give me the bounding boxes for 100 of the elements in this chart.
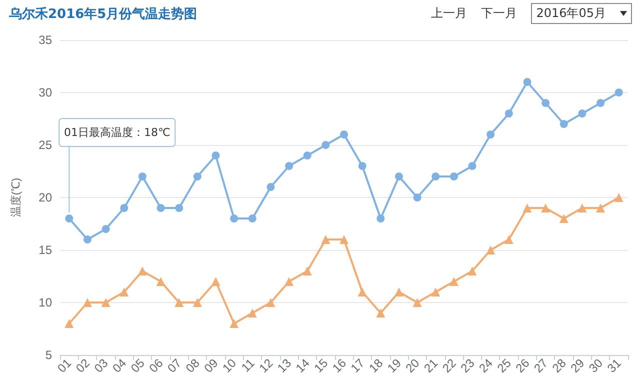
x-tick-label: 08 [183,356,203,376]
x-tick-label: 10 [220,356,240,376]
point [486,130,495,138]
point [120,288,129,296]
point [578,204,587,212]
point [596,99,605,107]
point [394,288,404,296]
y-tick-label: 5 [45,348,52,362]
x-tick-label: 15 [311,356,331,376]
point [82,298,92,307]
point [101,298,110,307]
point [358,288,367,296]
x-tick-label: 21 [421,356,441,376]
point [596,204,606,212]
x-tick-label: 26 [512,356,532,376]
point [83,236,92,244]
x-tick-label: 25 [494,356,514,376]
point [340,235,348,244]
point [560,120,568,128]
x-tick-label: 06 [146,356,166,376]
x-tick-label: 31 [604,356,624,376]
text: 2016年05月 [536,5,606,22]
point [541,204,550,212]
point [358,162,366,170]
point [504,110,513,118]
point [413,194,422,202]
point [174,298,184,307]
x-tick-label: 17 [348,356,368,376]
point [542,99,550,107]
x-tick-label: 02 [73,356,93,376]
point [303,152,312,160]
point [504,235,514,244]
point [450,172,458,180]
point [449,277,458,286]
point [468,266,477,276]
x-tick-label: 13 [274,356,294,376]
point [138,266,147,276]
x-tick-label: 19 [384,356,404,376]
x-tick-label: 04 [110,356,130,376]
x-tick-label: 12 [256,356,276,376]
point [486,246,496,254]
x-tick-label: 07 [164,356,184,376]
y-axis-title: 温度(℃) [10,178,22,218]
point [302,266,312,276]
point [412,298,422,307]
annotation: 01日最高温度：18℃ [64,126,170,139]
point [156,204,165,212]
point [322,141,330,149]
point [248,214,256,222]
point [321,235,330,244]
point [559,214,568,223]
point [248,308,257,318]
point [266,183,275,191]
x-tick-label: 01 [54,356,74,376]
point [522,204,532,212]
x-tick-label: 05 [128,356,148,376]
text: 下一月 [481,5,518,22]
point [266,298,276,307]
x-tick-label: 23 [458,356,478,376]
point [468,162,476,170]
point [138,172,146,180]
x-tick-label: 11 [238,356,258,375]
x-tick-label: 03 [91,356,111,376]
point [212,152,220,160]
x-tick-label: 22 [440,356,460,376]
point [284,277,294,286]
y-tick-label: 25 [38,138,52,152]
x-tick-label: 29 [568,356,588,376]
point [340,130,348,138]
point [431,288,440,296]
x-tick-label: 20 [402,356,422,376]
point [156,277,166,286]
x-tick-label: 14 [292,356,313,376]
y-tick-label: 15 [38,243,52,257]
x-tick-label: 27 [531,356,551,376]
x-tick-label: 30 [586,356,606,376]
point [192,298,202,307]
point [394,172,403,180]
text: 上一月 [431,5,468,22]
point [211,277,220,286]
x-tick-label: 28 [549,356,570,376]
point [432,172,440,180]
point [64,319,74,328]
point [614,193,624,202]
point [376,308,386,318]
chart-title: 乌尔禾2016年5月份气温走势图 [8,6,198,22]
point [614,88,623,96]
point [578,110,586,118]
point [175,204,184,212]
x-tick-label: 16 [330,356,350,376]
point [65,214,74,222]
point [230,319,239,328]
point [230,214,238,222]
y-tick-label: 20 [38,190,52,204]
point [285,162,294,170]
x-tick-label: 09 [201,356,221,376]
y-tick-label: 35 [38,33,52,47]
y-tick-label: 10 [38,296,52,310]
y-tick-label: 30 [38,86,52,100]
point [102,225,110,233]
